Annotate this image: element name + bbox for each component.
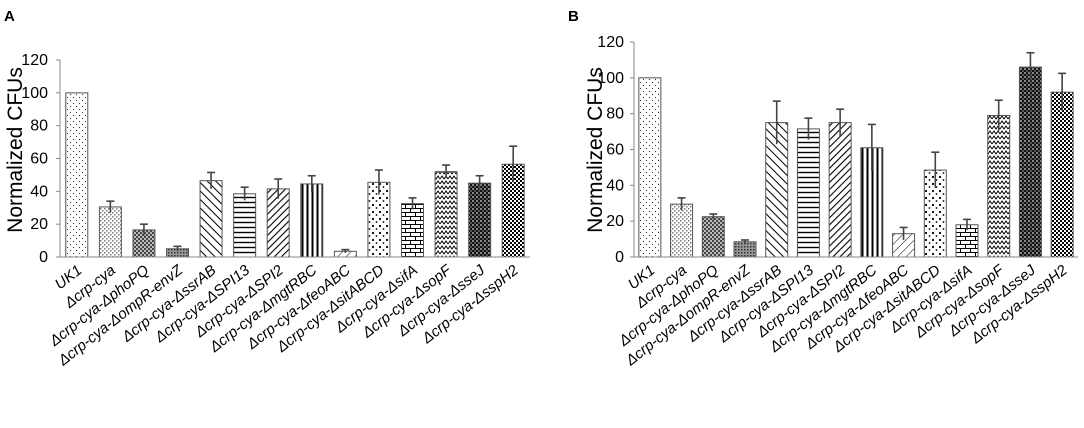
y-tick-label: 40 <box>30 183 48 200</box>
bar <box>266 188 290 258</box>
bar <box>401 203 424 258</box>
bar <box>733 241 757 258</box>
y-tick-label: 100 <box>21 85 48 102</box>
bar <box>670 203 694 258</box>
y-tick-label: 0 <box>615 249 624 266</box>
panel-b: B Normalized CFUs020406080100120UK1Δcrp-… <box>568 8 1078 370</box>
y-tick-label: 80 <box>30 118 48 135</box>
bar <box>1050 91 1074 258</box>
panel-letter-a: A <box>4 8 15 25</box>
panel-a: A Normalized CFUs020406080100120UK1Δcrp-… <box>4 8 530 370</box>
bar <box>468 182 492 258</box>
y-tick-label: 0 <box>39 249 48 266</box>
y-tick-label: 60 <box>606 142 624 159</box>
y-tick-label: 100 <box>597 70 624 87</box>
y-axis-title: Normalized CFUs <box>584 67 607 233</box>
panel-letter-b: B <box>568 8 579 25</box>
bar <box>199 180 223 258</box>
y-tick-label: 40 <box>606 177 624 194</box>
bar <box>300 183 324 258</box>
y-tick-label: 20 <box>30 216 48 233</box>
bar <box>233 193 257 258</box>
bar <box>638 77 662 258</box>
bar <box>796 128 820 258</box>
bar <box>828 122 852 258</box>
y-tick-label: 60 <box>30 151 48 168</box>
bar <box>987 114 1011 258</box>
y-axis-title: Normalized CFUs <box>4 67 27 233</box>
y-tick-label: 120 <box>21 52 48 69</box>
bar <box>98 206 122 258</box>
bar <box>434 171 458 258</box>
bar <box>65 92 89 258</box>
bar <box>1018 66 1042 258</box>
bar <box>701 216 725 258</box>
y-tick-label: 20 <box>606 213 624 230</box>
y-tick-label: 80 <box>606 106 624 123</box>
y-tick-label: 120 <box>597 34 624 51</box>
